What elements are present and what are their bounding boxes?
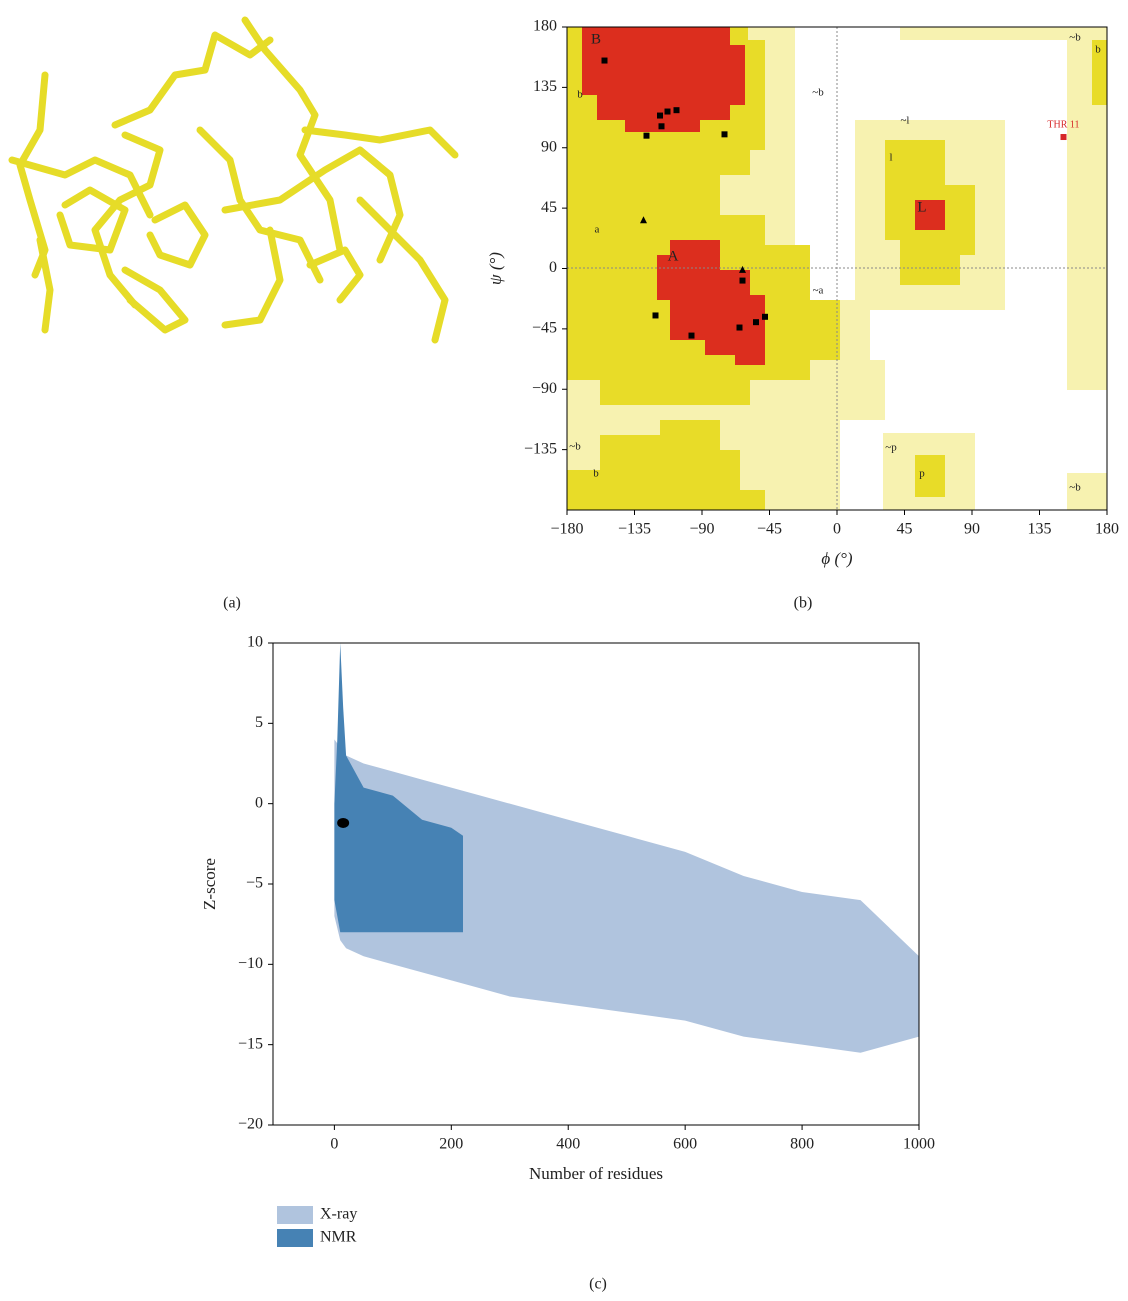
region-label: ~b (569, 441, 581, 453)
x-tick-label: −45 (757, 521, 782, 538)
residue-point (737, 325, 743, 331)
residue-point (740, 278, 746, 284)
residue-point (762, 314, 768, 320)
x-tick-label: 800 (790, 1136, 814, 1153)
region-label: a (595, 224, 600, 236)
point-label: THR 11 (1047, 119, 1079, 130)
region-label: ~b (1069, 32, 1081, 44)
region-label: b (577, 89, 583, 101)
x-tick-label: 0 (833, 521, 841, 538)
region-label: B (591, 31, 601, 47)
y-tick-label: −135 (524, 440, 557, 457)
x-tick-label: 45 (897, 521, 913, 538)
region-label: L (917, 199, 926, 215)
y-tick-label: 5 (255, 714, 263, 731)
panel-label: (c) (589, 1276, 607, 1293)
residue-point (665, 109, 671, 115)
x-tick-label: −90 (689, 521, 714, 538)
residue-point (1061, 134, 1067, 140)
region-label: ~b (812, 87, 824, 99)
x-tick-label: −180 (550, 521, 583, 538)
y-tick-label: −10 (238, 955, 263, 972)
residue-point (659, 123, 665, 129)
figure: (a) (b) (c) Bb ~b a A ~a ~l l L ~b b ~b ~p p b ~b THR 11 −1… (0, 0, 1128, 1296)
y-tick-label: 135 (533, 78, 557, 95)
y-tick-label: −20 (238, 1116, 263, 1133)
x-tick-label: 1000 (903, 1136, 935, 1153)
y-tick-label: 90 (541, 138, 557, 155)
y-axis-label: Z-score (200, 858, 219, 910)
region-label: b (593, 468, 599, 480)
region-label: ~p (885, 442, 897, 454)
y-tick-label: 10 (247, 634, 263, 651)
x-axis-label: ϕ (°) (821, 549, 853, 568)
legend-label: X-ray (320, 1206, 357, 1223)
region-label: A (668, 248, 679, 264)
x-tick-label: 400 (556, 1136, 580, 1153)
residue-point (657, 113, 663, 119)
region-label: ~a (813, 285, 824, 297)
y-axis-label: ψ (°) (486, 252, 505, 285)
y-tick-label: 0 (255, 794, 263, 811)
region-label: p (919, 468, 925, 480)
x-axis-label: Number of residues (529, 1164, 663, 1183)
x-tick-label: 135 (1028, 521, 1052, 538)
legend-swatch (277, 1206, 313, 1224)
x-tick-label: 200 (439, 1136, 463, 1153)
y-tick-label: 0 (549, 259, 557, 276)
molecule-render (12, 20, 455, 340)
residue-point (753, 319, 759, 325)
panel-label: (a) (223, 595, 241, 612)
residue-point (644, 133, 650, 139)
residue-point (602, 58, 608, 64)
legend-label: NMR (320, 1229, 357, 1246)
model-point (337, 818, 349, 828)
residue-point (674, 107, 680, 113)
y-tick-label: 45 (541, 199, 557, 216)
y-tick-label: 180 (533, 18, 557, 35)
region-label: l (889, 152, 892, 164)
region-label: ~l (900, 115, 909, 127)
x-tick-label: 90 (964, 521, 980, 538)
panel-label: (b) (794, 595, 813, 612)
y-tick-label: −45 (532, 320, 557, 337)
residue-point (653, 312, 659, 318)
y-tick-label: −90 (532, 380, 557, 397)
x-tick-label: 180 (1095, 521, 1119, 538)
region-label: b (1095, 44, 1101, 56)
x-tick-label: 600 (673, 1136, 697, 1153)
residue-point (722, 131, 728, 137)
residue-point (689, 333, 695, 339)
y-tick-label: −5 (246, 875, 263, 892)
region-label: ~b (1069, 482, 1081, 494)
x-tick-label: −135 (618, 521, 651, 538)
x-tick-label: 0 (330, 1136, 338, 1153)
y-tick-label: −15 (238, 1035, 263, 1052)
ramachandran-regions (567, 27, 1107, 510)
legend-swatch (277, 1229, 313, 1247)
